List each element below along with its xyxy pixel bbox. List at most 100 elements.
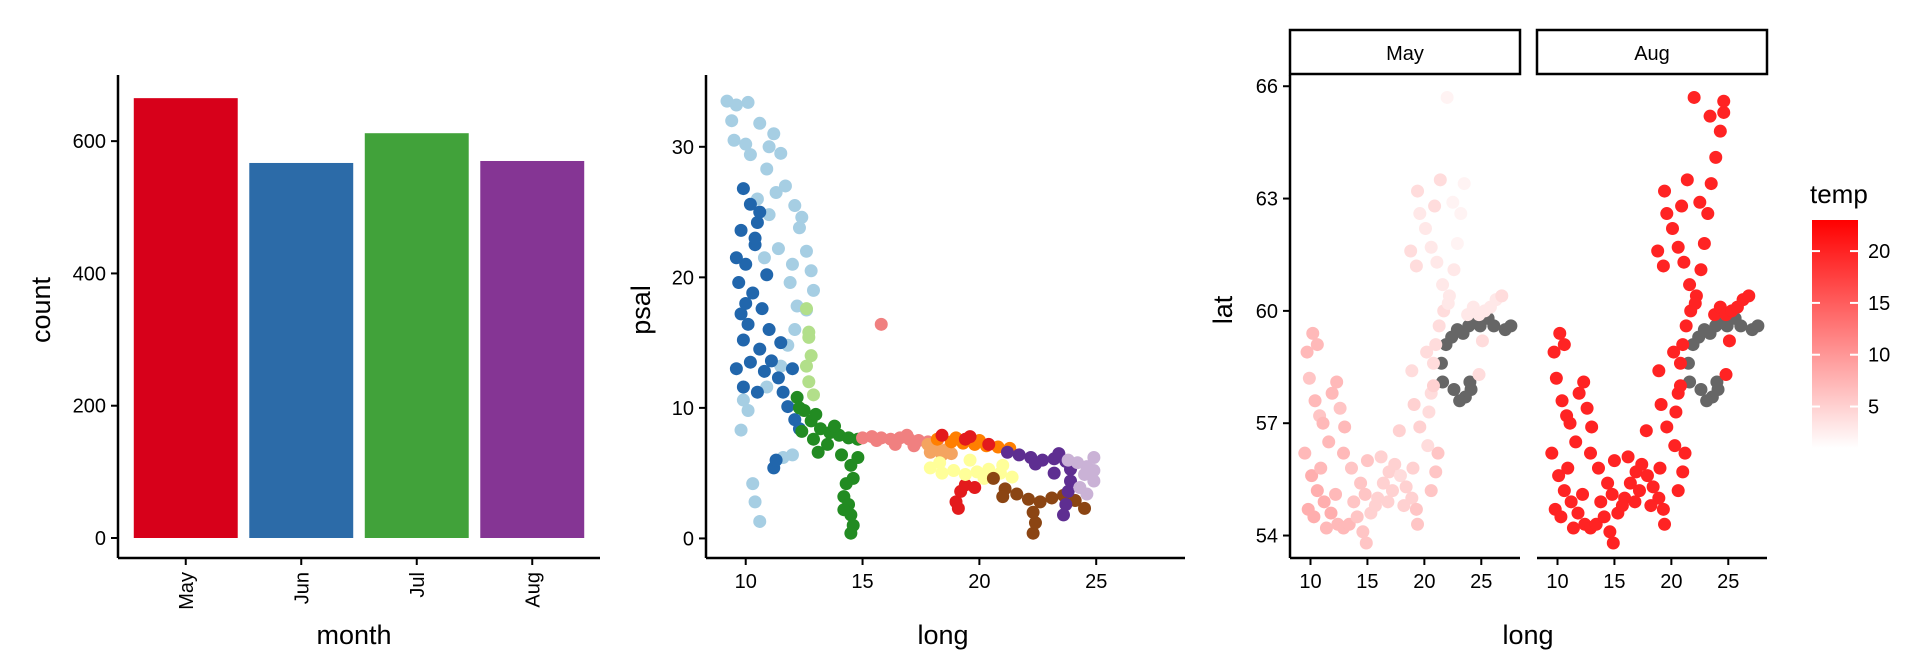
facet-point [1656,259,1670,273]
facet-point [1317,495,1331,509]
facet-point [1651,244,1665,258]
psal-point [750,385,764,399]
facet-point [1413,207,1427,221]
facet-na-point [1487,319,1501,333]
psal-point [783,276,797,290]
psal-point [767,127,781,141]
psal-point [785,257,799,271]
facet-point [1411,517,1425,531]
psal-point [1061,484,1075,498]
facet-point [1300,345,1314,359]
facet-point [1422,405,1436,419]
facet-point [1329,487,1343,501]
facet-point [1314,461,1328,475]
facet-point [1719,368,1733,382]
legend-tick-label: 5 [1868,397,1879,419]
psal-point [1080,487,1094,501]
psal-point [769,453,783,467]
facet-point [1298,446,1312,460]
facet-point [1687,90,1701,104]
psal-point [746,286,760,300]
facet-y-tick-label: 57 [1256,413,1278,435]
psal-point [734,423,748,437]
facet-na-point [1751,319,1765,333]
psal-point [806,388,820,402]
facet-point [1413,420,1427,434]
psal-point [790,390,804,404]
psal-point [739,296,753,310]
facet-point [1441,296,1455,310]
psal-point [1056,508,1070,522]
facet-point [1430,255,1444,269]
facet-point [1577,375,1591,389]
facet-point [1652,364,1666,378]
facet-x-tick-label: 20 [1660,571,1682,593]
facet-x-tick-label: 25 [1470,571,1492,593]
facet-point [1693,195,1707,209]
psal-point [802,375,816,389]
facet-point [1475,334,1489,348]
facet-point [1306,326,1320,340]
psal-point [804,264,818,278]
facet-strip-label-aug: Aug [1634,43,1670,65]
facet-point [1615,499,1629,513]
psal-point [951,501,965,515]
facet-point [1354,476,1368,490]
psal-point [753,342,767,356]
psal-point [743,148,757,162]
legend-title: temp [1810,179,1868,209]
facet-point [1472,368,1486,382]
psal-x-tick-label: 15 [851,571,873,593]
facet-strip-box-aug [1535,28,1769,76]
facet-point [1392,424,1406,438]
facet-point [1440,90,1454,104]
facet-point [1654,397,1668,411]
psal-point [1028,516,1042,530]
psal-point [1010,487,1024,501]
facet-point [1433,173,1447,187]
facet-x-tick-label: 25 [1717,571,1739,593]
facet-point [1409,502,1423,516]
bar-chart-axes [116,75,600,560]
psal-point [729,251,743,265]
facet-point [1703,109,1717,123]
facet-point [1319,521,1333,535]
facet-point [1601,476,1615,490]
psal-point [736,182,750,196]
facet-na-point [1711,383,1725,397]
facet-strip-aug: Aug [1535,28,1769,76]
facet-point [1310,484,1324,498]
psal-point [736,380,750,394]
psal-point [900,428,914,442]
psal-point [1005,470,1019,484]
facet-x-tick-label: 10 [1546,571,1568,593]
facet-point [1350,510,1364,524]
facet-point [1428,199,1442,213]
psal-point [1012,448,1026,462]
psal-point [1047,466,1061,480]
psal-x-tick-label: 10 [735,571,757,593]
psal-point [1052,447,1066,461]
facet-point [1628,495,1642,509]
facet-point [1381,495,1395,509]
bar-x-tick-label: May [176,572,198,610]
facet-point [1660,207,1674,221]
psal-point [935,466,949,480]
facet-na-point [1504,319,1518,333]
facet-point [1421,439,1435,453]
facet-point [1344,461,1358,475]
facet-point [1623,476,1637,490]
facet-point [1701,207,1715,221]
psal-point [741,403,755,417]
psal-scatter-points [720,94,1101,540]
facet-point [1337,446,1351,460]
facet-point [1673,356,1687,370]
facet-point [1561,461,1575,475]
facet-point [1676,465,1690,479]
facet-point [1302,371,1316,385]
facet-point [1675,199,1689,213]
facet-point [1333,401,1347,415]
psal-point [729,362,743,376]
psal-point [764,354,778,368]
